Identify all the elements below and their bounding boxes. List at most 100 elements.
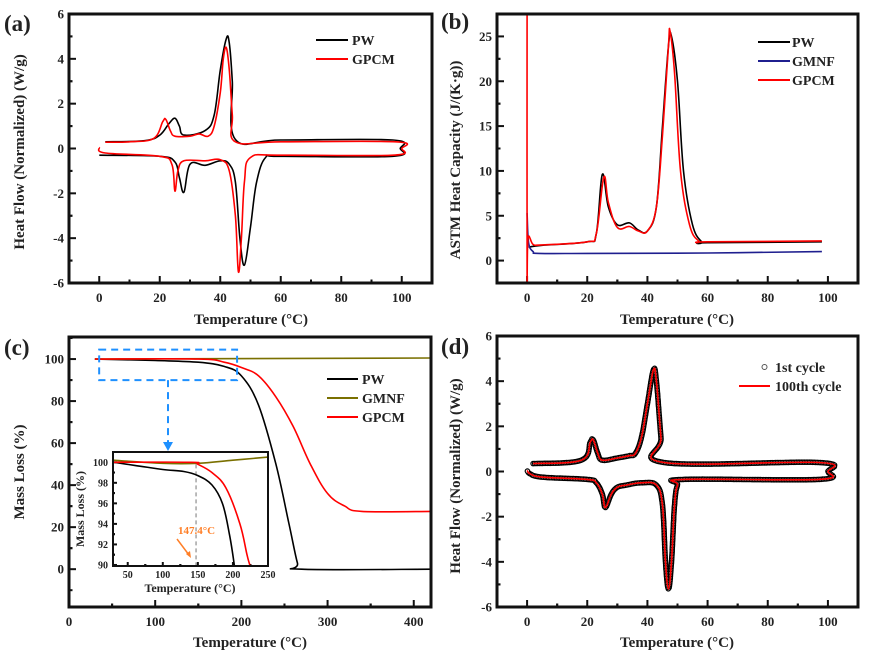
x-tick-label: 60 — [701, 290, 714, 305]
y-tick-label: 100 — [45, 352, 65, 367]
y-tick-label: 2 — [486, 419, 493, 434]
panel-a: 0 20 40 60 80 100 -6 -4 -2 0 2 4 6 (a) Temperature (°C… — [4, 7, 434, 328]
y-tick-label: -4 — [53, 231, 64, 246]
x-tick-label: 0 — [524, 614, 531, 629]
plot-frame — [495, 12, 860, 285]
y-tick-label: 6 — [58, 7, 65, 22]
y-tick-label: 0 — [58, 562, 65, 577]
x-tick-label: 80 — [761, 614, 774, 629]
x-tick-label: 100 — [155, 570, 170, 581]
x-tick-label: 0 — [524, 290, 531, 305]
series-line-GMNF — [526, 213, 822, 255]
x-tick-label: 200 — [225, 570, 240, 581]
x-axis-label: Temperature (°C) — [620, 312, 734, 328]
series-line-GPCM — [113, 461, 251, 566]
x-tick-label: 50 — [123, 570, 133, 581]
panel-label: (b) — [441, 9, 469, 34]
inset-frame — [112, 451, 269, 567]
y-axis-label: ASTM Heat Capacity (J/(K·g)) — [448, 61, 464, 260]
x-tick-label: 80 — [335, 290, 348, 305]
x-axis-label: Temperature (°C) — [194, 312, 308, 328]
y-tick-label: 0 — [58, 141, 65, 156]
x-tick-label: 20 — [153, 290, 166, 305]
series-line-100th-cycle — [526, 367, 836, 590]
x-tick-label: 20 — [581, 290, 594, 305]
legend: PW GMNF GPCM — [758, 36, 835, 89]
y-tick-label: 40 — [51, 478, 64, 493]
inset-chart: 50 100 150 200 250 90 92 94 96 98 100 147.4°C Temper… — [73, 451, 276, 595]
panel-d: 0 20 40 60 80 100 -6 -4 -2 0 2 4 6 (d) Temperature (°C… — [441, 329, 860, 651]
y-tick-label: 2 — [58, 96, 65, 111]
x-tick-label: 80 — [761, 290, 774, 305]
x-tick-label: 40 — [641, 614, 654, 629]
y-tick-label: 0 — [486, 464, 493, 479]
x-tick-label: 60 — [701, 614, 714, 629]
legend-label: GPCM — [792, 74, 835, 89]
series-line-PW — [99, 35, 406, 266]
legend: PW GMNF GPCM — [327, 373, 405, 426]
y-axis-label: Heat Flow (Normalized) (W/g) — [448, 378, 464, 573]
y-tick-label: 90 — [98, 560, 108, 571]
legend-label: GPCM — [362, 411, 405, 426]
x-tick-label: 150 — [190, 570, 205, 581]
series-line-PW — [113, 461, 236, 566]
x-axis-label: Temperature (°C) — [620, 635, 734, 651]
x-tick-label: 40 — [641, 290, 654, 305]
zoom-arrow-head — [163, 442, 173, 451]
y-tick-label: 15 — [479, 119, 493, 134]
legend-marker — [761, 364, 768, 370]
annotation-label: 147.4°C — [178, 525, 215, 537]
y-tick-label: 94 — [98, 519, 108, 530]
y-tick-label: 0 — [486, 253, 493, 268]
series-line-GPCM — [526, 14, 822, 283]
panel-label: (a) — [4, 11, 31, 36]
legend-label: GPCM — [352, 53, 395, 68]
y-tick-label: 10 — [479, 163, 492, 178]
x-tick-label: 20 — [581, 614, 594, 629]
x-tick-label: 100 — [145, 614, 165, 629]
legend: 1st cycle 100th cycle — [739, 361, 841, 395]
inset-x-axis-label: Temperature (°C) — [144, 581, 235, 595]
y-tick-label: 5 — [486, 208, 493, 223]
plot-frame — [67, 335, 433, 609]
y-tick-label: 96 — [98, 499, 108, 510]
x-tick-label: 100 — [818, 614, 838, 629]
x-tick-label: 250 — [261, 570, 276, 581]
plot-frame — [495, 334, 860, 609]
y-tick-label: -4 — [481, 554, 492, 569]
legend-label: PW — [362, 373, 385, 388]
x-tick-label: 100 — [392, 290, 412, 305]
x-tick-label: 200 — [232, 614, 252, 629]
y-tick-label: -2 — [481, 509, 492, 524]
legend: PW GPCM — [316, 34, 395, 68]
y-tick-label: 92 — [98, 540, 108, 551]
legend-label: PW — [352, 34, 375, 49]
x-tick-label: 0 — [96, 290, 103, 305]
legend-label: PW — [792, 36, 815, 51]
series-line-PW — [528, 31, 822, 248]
series-line-GPCM — [97, 46, 409, 273]
series-line-PW — [94, 358, 431, 571]
panel-b: 0 20 40 60 80 100 0 5 10 15 20 25 (b) Temperature (°C… — [441, 9, 860, 328]
x-tick-label: 400 — [404, 614, 424, 629]
y-tick-label: 6 — [486, 329, 493, 344]
y-tick-label: 60 — [51, 436, 64, 451]
legend-label: GMNF — [792, 55, 835, 70]
legend-label: 1st cycle — [775, 361, 825, 376]
panel-c: 0 100 200 300 400 0 20 40 60 80 100 (c) Temperature … — [4, 335, 433, 651]
x-tick-label: 0 — [66, 614, 73, 629]
y-tick-label: 100 — [93, 458, 108, 469]
annotation-arrow — [176, 538, 190, 556]
y-tick-label: -6 — [481, 600, 492, 615]
legend-label: GMNF — [362, 392, 405, 407]
x-tick-label: 300 — [318, 614, 338, 629]
y-axis-label: Heat Flow (Normalized) (W/g) — [12, 54, 28, 249]
inset-y-axis-label: Mass Loss (%) — [73, 471, 87, 547]
y-tick-label: 80 — [51, 394, 64, 409]
y-tick-label: 4 — [486, 374, 493, 389]
panel-label: (c) — [4, 335, 30, 360]
y-tick-label: 20 — [51, 520, 64, 535]
y-tick-label: 4 — [58, 51, 65, 66]
y-tick-label: 20 — [479, 74, 492, 89]
